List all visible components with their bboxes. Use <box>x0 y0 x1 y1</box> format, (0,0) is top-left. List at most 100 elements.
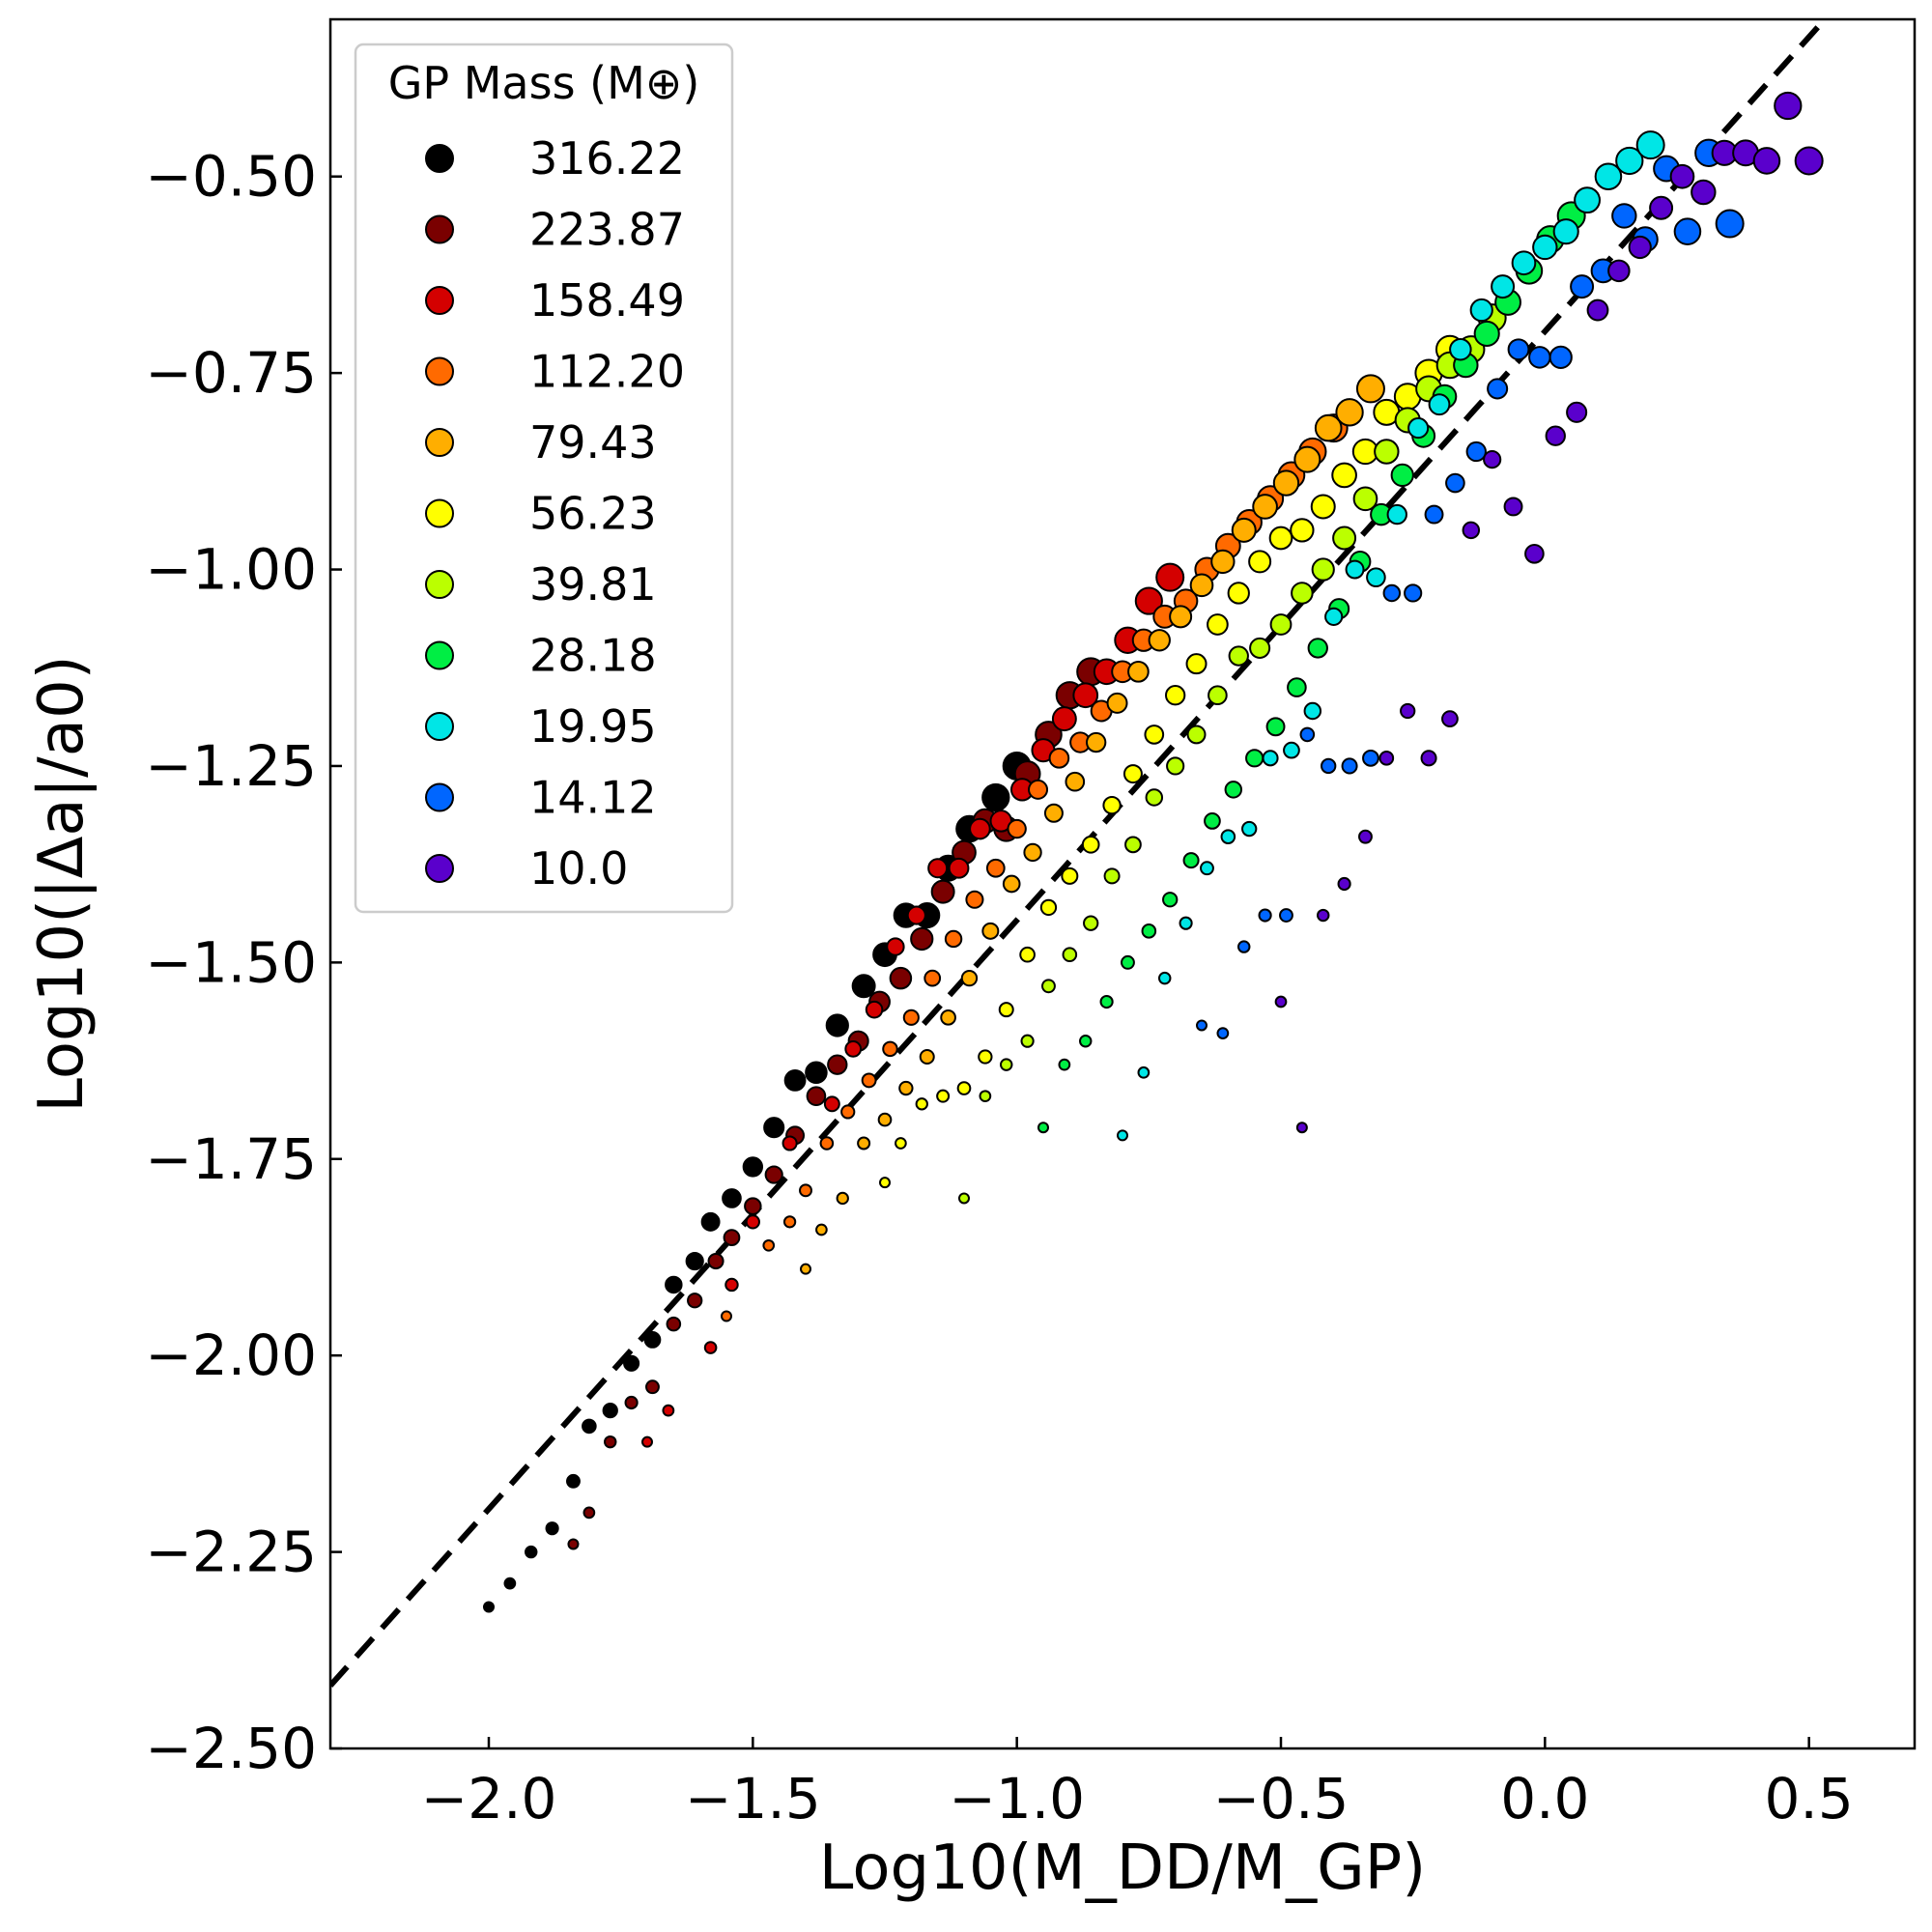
data-point <box>1594 162 1623 191</box>
data-point <box>1279 908 1293 923</box>
y-tick-label: −2.50 <box>145 1716 317 1781</box>
data-point <box>781 1135 798 1151</box>
data-point <box>960 969 979 987</box>
legend-label: 28.18 <box>529 630 657 682</box>
data-point <box>1148 629 1171 652</box>
data-point <box>969 817 991 840</box>
data-point <box>1241 820 1258 838</box>
data-point <box>1715 209 1745 239</box>
data-point <box>1023 842 1042 863</box>
x-tick-label: −1.5 <box>685 1766 821 1832</box>
data-point <box>1072 682 1099 709</box>
data-point <box>525 1545 538 1559</box>
data-point <box>1065 771 1086 792</box>
data-point <box>1295 1122 1308 1134</box>
data-point <box>1552 218 1579 245</box>
data-point <box>1269 613 1293 636</box>
data-point <box>998 1002 1014 1018</box>
data-point <box>948 857 970 879</box>
y-tick-label: −2.25 <box>145 1520 317 1585</box>
data-point <box>1528 346 1551 369</box>
data-point <box>1649 195 1674 220</box>
data-point <box>1228 645 1249 667</box>
data-point <box>1310 494 1336 520</box>
data-point <box>1299 726 1316 743</box>
legend-label: 112.20 <box>529 346 685 398</box>
data-point <box>602 1402 618 1419</box>
data-point <box>936 1089 951 1103</box>
data-point <box>1137 1065 1151 1079</box>
data-point <box>1355 374 1385 404</box>
data-point <box>1386 503 1407 526</box>
data-point <box>1127 660 1150 683</box>
plot-frame <box>328 17 1917 1750</box>
data-point <box>1352 486 1378 512</box>
data-point <box>1258 908 1272 923</box>
y-tick-label: −1.75 <box>145 1126 317 1192</box>
data-point <box>1182 852 1200 869</box>
data-point <box>1227 582 1250 605</box>
data-point <box>1358 829 1373 844</box>
legend-marker <box>425 782 454 812</box>
data-point <box>1635 130 1665 160</box>
data-point <box>1268 526 1293 551</box>
data-point <box>958 1192 970 1205</box>
legend-marker <box>425 214 454 244</box>
legend-marker <box>425 144 454 173</box>
y-tick-label: −2.00 <box>145 1322 317 1388</box>
data-point <box>851 974 876 999</box>
data-point <box>1165 685 1186 706</box>
data-point <box>1332 526 1357 551</box>
data-point <box>930 879 955 904</box>
data-point <box>823 1095 840 1113</box>
data-point <box>1331 462 1357 489</box>
data-point <box>1586 298 1609 322</box>
legend-marker <box>425 712 454 741</box>
data-point <box>722 1188 742 1208</box>
data-point <box>1020 1034 1035 1048</box>
data-point <box>889 966 913 990</box>
legend-title: GP Mass (M⊕) <box>388 57 700 109</box>
data-point <box>1362 749 1379 767</box>
data-point <box>1441 710 1459 728</box>
data-point <box>1507 338 1530 361</box>
data-point <box>687 1293 703 1309</box>
data-point <box>1272 469 1300 497</box>
data-point <box>1428 393 1451 416</box>
data-point <box>1216 1027 1230 1039</box>
legend-label: 10.0 <box>529 842 628 895</box>
series-10.0 <box>1274 91 1824 1134</box>
data-point <box>1103 867 1121 885</box>
data-point <box>865 1000 884 1019</box>
data-point <box>882 1040 898 1058</box>
series-79.43 <box>800 374 1385 1275</box>
data-point <box>1465 440 1487 463</box>
data-point <box>1445 472 1465 494</box>
y-tick-label: −0.75 <box>145 340 317 406</box>
data-point <box>1248 550 1272 574</box>
data-point <box>906 905 926 925</box>
data-point <box>1124 836 1142 854</box>
data-point <box>1307 638 1328 659</box>
data-point <box>1237 940 1251 953</box>
data-point <box>604 1435 617 1449</box>
data-point <box>1274 995 1288 1009</box>
data-point <box>1099 994 1114 1009</box>
data-point <box>1162 892 1179 908</box>
data-point <box>1487 378 1509 400</box>
data-point <box>641 1435 653 1448</box>
data-point <box>1283 741 1300 759</box>
data-point <box>1169 605 1193 629</box>
x-tick-label: −2.0 <box>421 1766 557 1832</box>
legend-box <box>354 43 734 914</box>
data-point <box>582 1418 597 1435</box>
data-point <box>1200 861 1214 876</box>
data-point <box>1134 586 1163 615</box>
data-point <box>1141 923 1157 939</box>
data-point <box>1532 234 1558 261</box>
data-point <box>1390 463 1414 488</box>
data-point <box>1262 750 1279 767</box>
data-point <box>940 1009 956 1026</box>
legend-label: 223.87 <box>529 204 685 256</box>
data-point <box>1252 494 1278 520</box>
